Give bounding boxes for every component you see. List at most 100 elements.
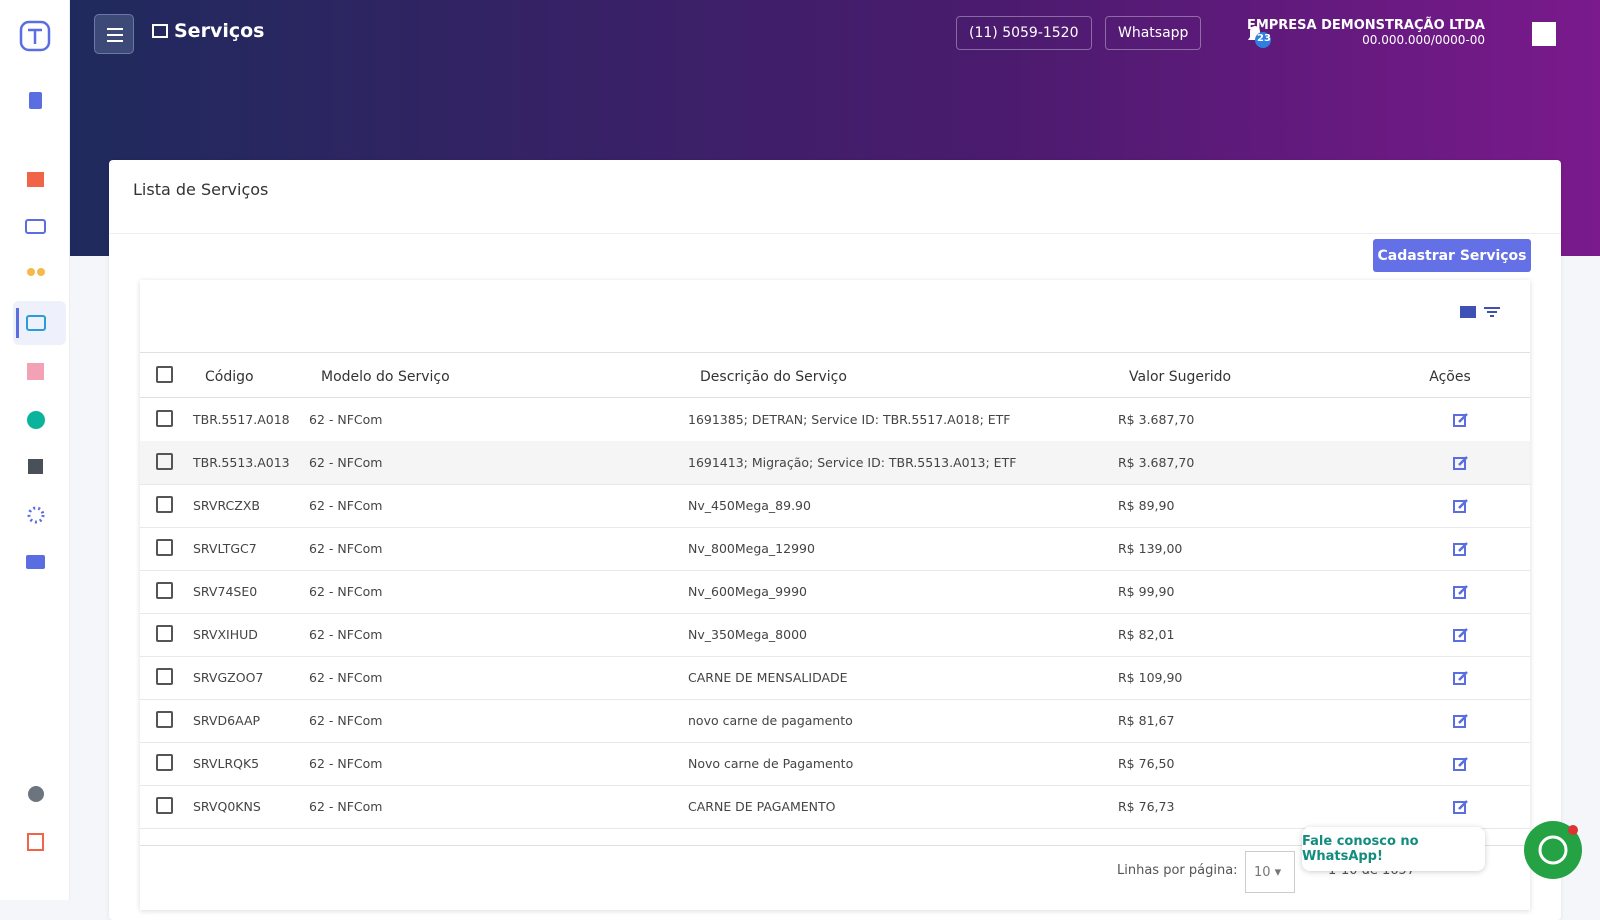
row-divider — [140, 699, 1530, 700]
header-divider — [140, 397, 1530, 398]
table-tools[interactable] — [1460, 304, 1504, 320]
cell: TBR.5517.A018 — [193, 412, 290, 427]
nav-devices[interactable] — [25, 219, 46, 234]
cell: CARNE DE MENSALIDADE — [688, 670, 848, 685]
edit-button[interactable] — [1453, 756, 1469, 772]
row-checkbox[interactable] — [156, 496, 173, 513]
cell: R$ 139,00 — [1118, 541, 1183, 556]
header-checkbox[interactable] — [156, 366, 173, 383]
edit-button[interactable] — [1453, 455, 1469, 471]
cell: Nv_600Mega_9990 — [688, 584, 807, 599]
edit-button[interactable] — [1453, 541, 1469, 557]
nav-companies[interactable] — [27, 172, 44, 187]
nav-cards[interactable] — [26, 555, 45, 569]
phone-button[interactable]: (11) 5059-1520 — [956, 16, 1092, 50]
heading-icon — [152, 24, 168, 38]
rows-per-page: 10 — [1254, 865, 1271, 880]
row-checkbox[interactable] — [156, 668, 173, 685]
nav-docs[interactable] — [29, 92, 42, 109]
divider — [109, 233, 1561, 234]
row-checkbox[interactable] — [156, 797, 173, 814]
logo-mark — [28, 28, 42, 44]
cell: 1691385; DETRAN; Service ID: TBR.5517.A0… — [688, 412, 1011, 427]
nav-logout[interactable] — [27, 833, 44, 851]
edit-button[interactable] — [1453, 412, 1469, 428]
sidebar — [0, 0, 70, 900]
cell: SRVQ0KNS — [193, 799, 261, 814]
rows-per-page-select[interactable]: 10 ▾ — [1245, 851, 1295, 893]
cell: R$ 89,90 — [1118, 498, 1175, 513]
company: EMPRESA DEMONSTRAÇÃO LTDA 00.000.000/000… — [1247, 18, 1485, 48]
cell: 62 - NFCom — [309, 455, 383, 470]
notifications[interactable] — [1245, 22, 1275, 50]
cell: 62 - NFCom — [309, 584, 383, 599]
row-checkbox[interactable] — [156, 539, 173, 556]
edit-button[interactable] — [1453, 627, 1469, 643]
primary-button[interactable]: Cadastrar Serviços — [1373, 239, 1531, 272]
page: Serviços (11) 5059-1520 Whatsapp 23 EMPR… — [0, 0, 1600, 900]
edit-button[interactable] — [1453, 670, 1469, 686]
cell: 62 - NFCom — [309, 713, 383, 728]
column-header: Modelo do Serviço — [321, 369, 450, 385]
notification-count: 23 — [1257, 33, 1271, 44]
cell: novo carne de pagamento — [688, 713, 853, 728]
phone: (11) 5059-1520 — [969, 25, 1079, 41]
nav-reports[interactable] — [28, 459, 43, 474]
row-divider — [140, 656, 1530, 657]
cell: R$ 3.687,70 — [1118, 412, 1195, 427]
divider — [140, 845, 1530, 846]
cell: 1691413; Migração; Service ID: TBR.5513.… — [688, 455, 1017, 470]
company-icon[interactable] — [1530, 18, 1558, 48]
cell: Nv_350Mega_8000 — [688, 627, 807, 642]
nav-download[interactable] — [27, 411, 45, 429]
cell: R$ 99,90 — [1118, 584, 1175, 599]
row-divider — [140, 785, 1530, 786]
row-divider — [140, 613, 1530, 614]
cell: 62 - NFCom — [309, 412, 383, 427]
nav-integrations[interactable] — [27, 506, 45, 524]
nav-settings[interactable] — [28, 786, 44, 802]
row-checkbox[interactable] — [156, 711, 173, 728]
cell: SRVLRQK5 — [193, 756, 260, 771]
row-checkbox[interactable] — [156, 754, 173, 771]
edit-button[interactable] — [1453, 713, 1469, 729]
active-indicator — [16, 308, 19, 338]
cell: SRVGZOO7 — [193, 670, 264, 685]
nav-people[interactable] — [27, 268, 35, 276]
cell: R$ 3.687,70 — [1118, 455, 1195, 470]
cell: TBR.5513.A013 — [193, 455, 290, 470]
nav-services-active[interactable] — [13, 301, 66, 345]
row-checkbox[interactable] — [156, 410, 173, 427]
whatsapp-popup[interactable]: Fale conosco no WhatsApp! — [1302, 827, 1485, 871]
menu-button[interactable] — [94, 14, 134, 54]
cell: Novo carne de Pagamento — [688, 756, 854, 771]
row-checkbox[interactable] — [156, 453, 173, 470]
cell: SRV74SE0 — [193, 584, 258, 599]
row-highlight — [140, 441, 1530, 484]
row-checkbox[interactable] — [156, 625, 173, 642]
cell: SRVD6AAP — [193, 713, 261, 728]
card-title: Lista de Serviços — [133, 180, 269, 199]
rows-per-page-label: Linhas por página: — [1117, 863, 1238, 878]
edit-button[interactable] — [1453, 799, 1469, 815]
cell: R$ 76,73 — [1118, 799, 1175, 814]
whatsapp-button[interactable]: Whatsapp — [1105, 16, 1202, 50]
nav-services — [26, 315, 46, 331]
cell: R$ 82,01 — [1118, 627, 1175, 642]
whatsapp-label: Whatsapp — [1118, 25, 1189, 41]
edit-button[interactable] — [1453, 584, 1469, 600]
nav-invoices[interactable] — [27, 363, 44, 380]
cell: CARNE DE PAGAMENTO — [688, 799, 836, 814]
edit-button[interactable] — [1453, 498, 1469, 514]
row-checkbox[interactable] — [156, 582, 173, 599]
cell: 62 - NFCom — [309, 756, 383, 771]
column-header: Valor Sugerido — [1129, 369, 1232, 385]
cell: R$ 109,90 — [1118, 670, 1183, 685]
cell: 62 - NFCom — [309, 541, 383, 556]
cell: R$ 81,67 — [1118, 713, 1175, 728]
row-divider — [140, 742, 1530, 743]
row-divider — [140, 828, 1530, 829]
company-cnpj: 00.000.000/0000-00 — [1362, 33, 1485, 47]
whatsapp-fab[interactable] — [1523, 820, 1583, 880]
menu-icon — [107, 28, 123, 42]
